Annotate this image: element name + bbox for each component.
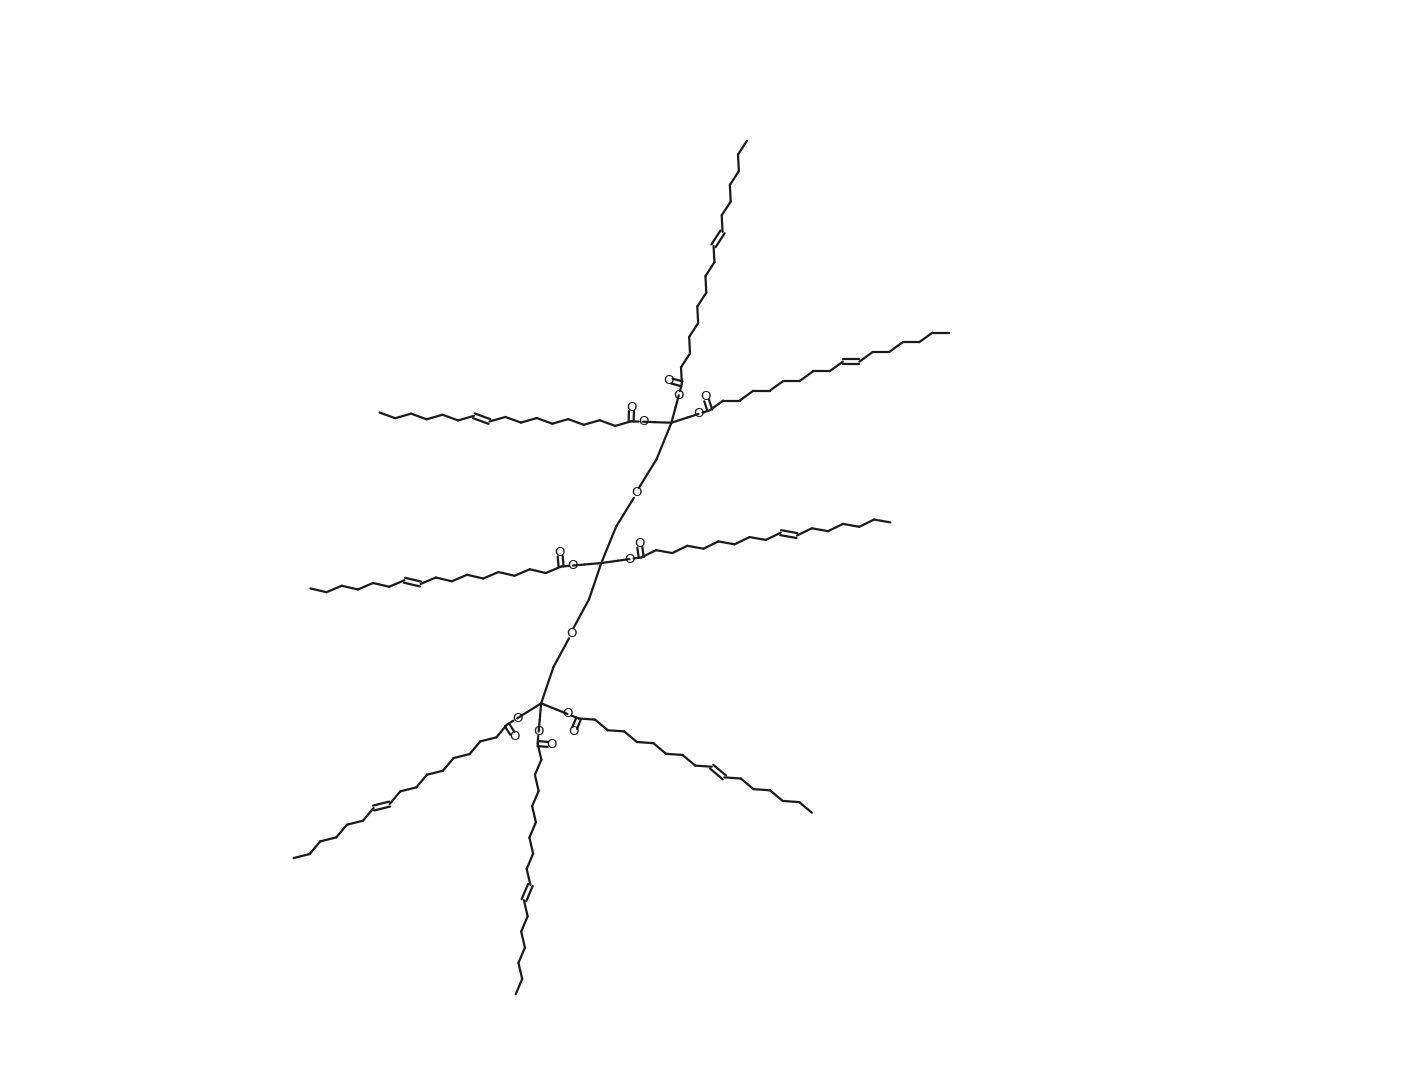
Text: O: O: [664, 374, 673, 387]
Text: O: O: [626, 401, 637, 414]
Text: O: O: [546, 738, 557, 752]
Text: O: O: [693, 407, 704, 420]
Text: O: O: [533, 725, 544, 738]
Text: O: O: [554, 546, 565, 559]
Text: O: O: [512, 712, 522, 725]
Text: O: O: [565, 627, 577, 640]
Text: O: O: [700, 390, 711, 403]
Text: O: O: [624, 553, 634, 566]
Text: O: O: [563, 707, 572, 720]
Text: O: O: [568, 725, 578, 738]
Text: O: O: [673, 389, 685, 402]
Text: O: O: [568, 559, 578, 572]
Text: O: O: [509, 730, 519, 743]
Text: O: O: [638, 415, 648, 428]
Text: O: O: [634, 536, 644, 550]
Text: O: O: [631, 487, 641, 500]
